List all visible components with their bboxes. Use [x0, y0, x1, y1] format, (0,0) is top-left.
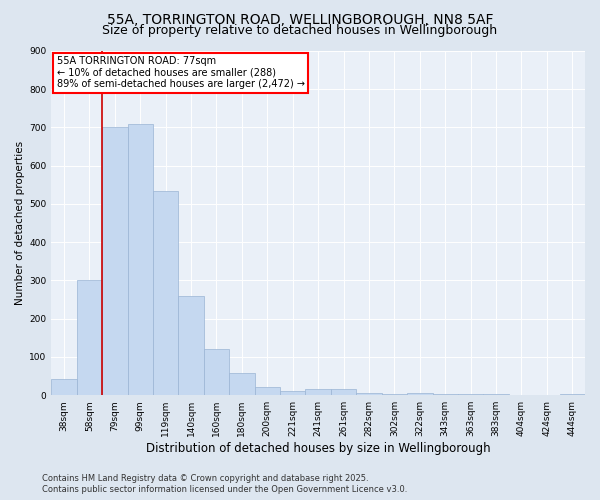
Bar	[77, 280, 102, 395]
Bar	[280, 390, 305, 395]
Text: Contains HM Land Registry data © Crown copyright and database right 2025.
Contai: Contains HM Land Registry data © Crown c…	[42, 474, 407, 494]
Bar	[128, 124, 153, 395]
Bar	[433, 394, 458, 395]
Bar	[204, 350, 229, 395]
Bar	[331, 388, 356, 395]
Text: Size of property relative to detached houses in Wellingborough: Size of property relative to detached ho…	[103, 24, 497, 37]
Y-axis label: Number of detached properties: Number of detached properties	[15, 141, 25, 305]
Bar	[382, 394, 407, 395]
Bar	[356, 394, 382, 395]
Text: 55A TORRINGTON ROAD: 77sqm
← 10% of detached houses are smaller (288)
89% of sem: 55A TORRINGTON ROAD: 77sqm ← 10% of deta…	[56, 56, 305, 90]
Text: 55A, TORRINGTON ROAD, WELLINGBOROUGH, NN8 5AF: 55A, TORRINGTON ROAD, WELLINGBOROUGH, NN…	[107, 12, 493, 26]
Bar	[484, 394, 509, 395]
Bar	[254, 387, 280, 395]
Bar	[178, 296, 204, 395]
Bar	[407, 392, 433, 395]
Bar	[102, 128, 128, 395]
Bar	[153, 190, 178, 395]
X-axis label: Distribution of detached houses by size in Wellingborough: Distribution of detached houses by size …	[146, 442, 490, 455]
Bar	[229, 373, 254, 395]
Bar	[560, 394, 585, 395]
Bar	[305, 390, 331, 395]
Bar	[458, 394, 484, 395]
Bar	[51, 379, 77, 395]
